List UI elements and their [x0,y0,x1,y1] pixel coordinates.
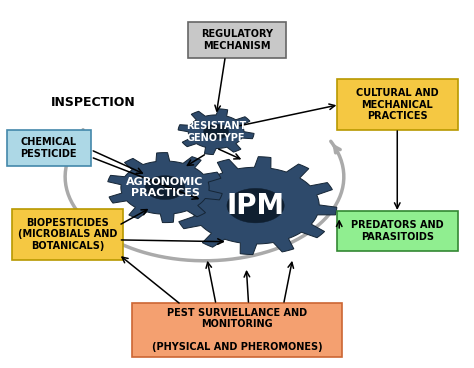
FancyBboxPatch shape [337,79,457,130]
Text: REGULATORY
MECHANISM: REGULATORY MECHANISM [201,29,273,50]
FancyBboxPatch shape [337,211,457,251]
Text: RESISTANT
GENOTYPE: RESISTANT GENOTYPE [186,121,246,142]
FancyBboxPatch shape [188,22,286,58]
Text: IPM: IPM [227,192,285,220]
Text: BIOPESTICIDES
(MICROBIALS AND
BOTANICALS): BIOPESTICIDES (MICROBIALS AND BOTANICALS… [18,218,117,251]
Text: PREDATORS AND
PARASITOIDS: PREDATORS AND PARASITOIDS [351,220,444,242]
FancyBboxPatch shape [12,209,123,260]
FancyBboxPatch shape [132,303,341,357]
Polygon shape [174,157,337,255]
Text: AGRONOMIC
PRACTICES: AGRONOMIC PRACTICES [126,177,204,198]
Text: CULTURAL AND
MECHANICAL
PRACTICES: CULTURAL AND MECHANICAL PRACTICES [356,88,438,121]
Text: PEST SURVIELLANCE AND
MONITORING

(PHYSICAL AND PHEROMONES): PEST SURVIELLANCE AND MONITORING (PHYSIC… [152,308,322,353]
Polygon shape [178,109,254,155]
Polygon shape [203,124,228,139]
Polygon shape [227,188,284,223]
Polygon shape [145,176,185,199]
FancyBboxPatch shape [7,130,91,166]
Text: INSPECTION: INSPECTION [51,96,136,109]
Polygon shape [108,153,222,223]
Text: CHEMICAL
PESTICIDE: CHEMICAL PESTICIDE [21,137,77,159]
